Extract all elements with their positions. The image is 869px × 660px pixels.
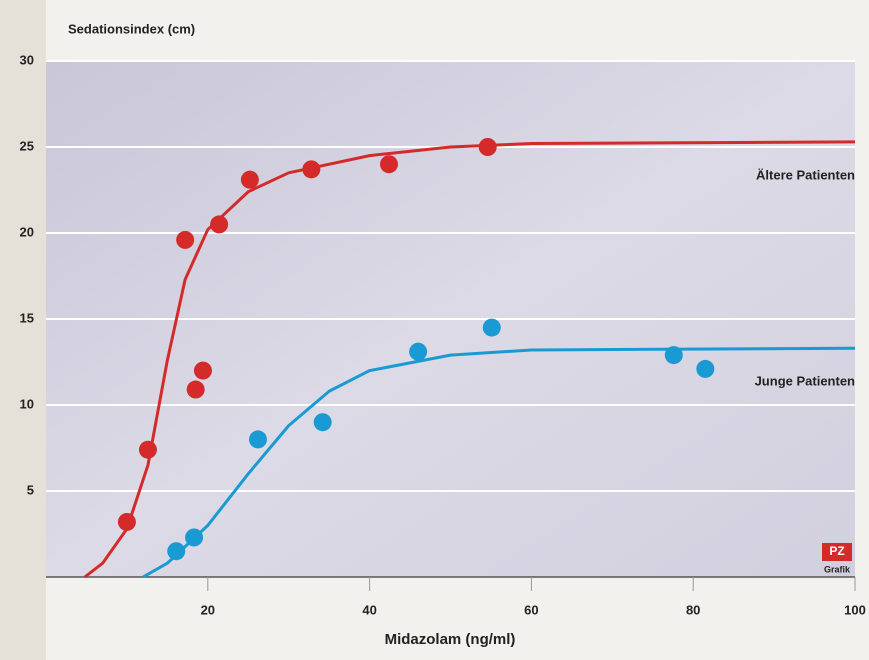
data-point: [479, 138, 497, 156]
series-label: Junge Patienten: [755, 374, 855, 389]
side-strip: [0, 0, 46, 660]
data-point: [302, 160, 320, 178]
series-label: Ältere Patienten: [756, 167, 855, 182]
x-tick-label: 80: [686, 602, 700, 617]
data-point: [118, 513, 136, 531]
data-point: [185, 528, 203, 546]
data-point: [210, 215, 228, 233]
data-point: [665, 346, 683, 364]
y-tick-label: 5: [27, 482, 34, 497]
data-point: [167, 542, 185, 560]
y-tick-label: 20: [20, 224, 34, 239]
data-point: [483, 319, 501, 337]
data-point: [380, 155, 398, 173]
x-tick-label: 100: [844, 602, 866, 617]
data-point: [176, 231, 194, 249]
data-point: [696, 360, 714, 378]
data-point: [194, 362, 212, 380]
x-tick-label: 20: [201, 602, 215, 617]
data-point: [314, 413, 332, 431]
data-point: [409, 343, 427, 361]
x-tick-label: 40: [362, 602, 376, 617]
data-point: [187, 381, 205, 399]
data-point: [241, 171, 259, 189]
x-axis-title: Midazolam (ng/ml): [385, 631, 516, 648]
y-tick-label: 30: [20, 52, 34, 67]
chart: Sedationsindex (cm) Midazolam (ng/ml) PZ…: [0, 0, 869, 660]
x-tick-label: 60: [524, 602, 538, 617]
y-tick-label: 15: [20, 310, 34, 325]
badge-caption: Grafik: [824, 564, 851, 574]
data-point: [249, 430, 267, 448]
y-tick-label: 10: [20, 396, 34, 411]
data-point: [139, 441, 157, 459]
y-axis-title: Sedationsindex (cm): [68, 21, 195, 36]
badge: PZ: [829, 544, 844, 558]
y-tick-label: 25: [20, 138, 34, 153]
